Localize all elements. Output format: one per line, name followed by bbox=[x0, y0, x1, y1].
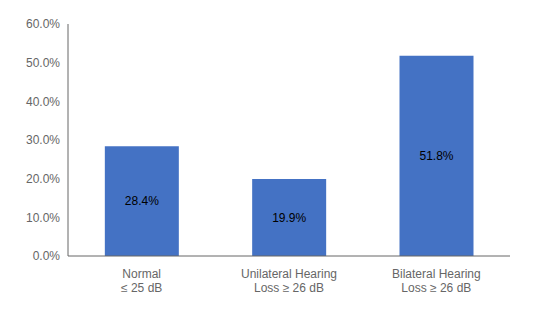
svg-text:19.9%: 19.9% bbox=[272, 211, 306, 225]
svg-text:40.0%: 40.0% bbox=[26, 95, 60, 109]
svg-text:Normal≤ 25 dB: Normal≤ 25 dB bbox=[121, 267, 162, 295]
svg-text:Unilateral HearingLoss ≥ 26 dB: Unilateral HearingLoss ≥ 26 dB bbox=[241, 267, 337, 295]
svg-text:28.4%: 28.4% bbox=[125, 194, 159, 208]
svg-text:30.0%: 30.0% bbox=[26, 133, 60, 147]
svg-text:50.0%: 50.0% bbox=[26, 56, 60, 70]
svg-text:Bilateral HearingLoss ≥ 26 dB: Bilateral HearingLoss ≥ 26 dB bbox=[392, 267, 481, 295]
svg-text:10.0%: 10.0% bbox=[26, 211, 60, 225]
svg-text:20.0%: 20.0% bbox=[26, 172, 60, 186]
svg-text:51.8%: 51.8% bbox=[419, 149, 453, 163]
svg-text:60.0%: 60.0% bbox=[26, 17, 60, 31]
svg-text:0.0%: 0.0% bbox=[33, 249, 61, 263]
